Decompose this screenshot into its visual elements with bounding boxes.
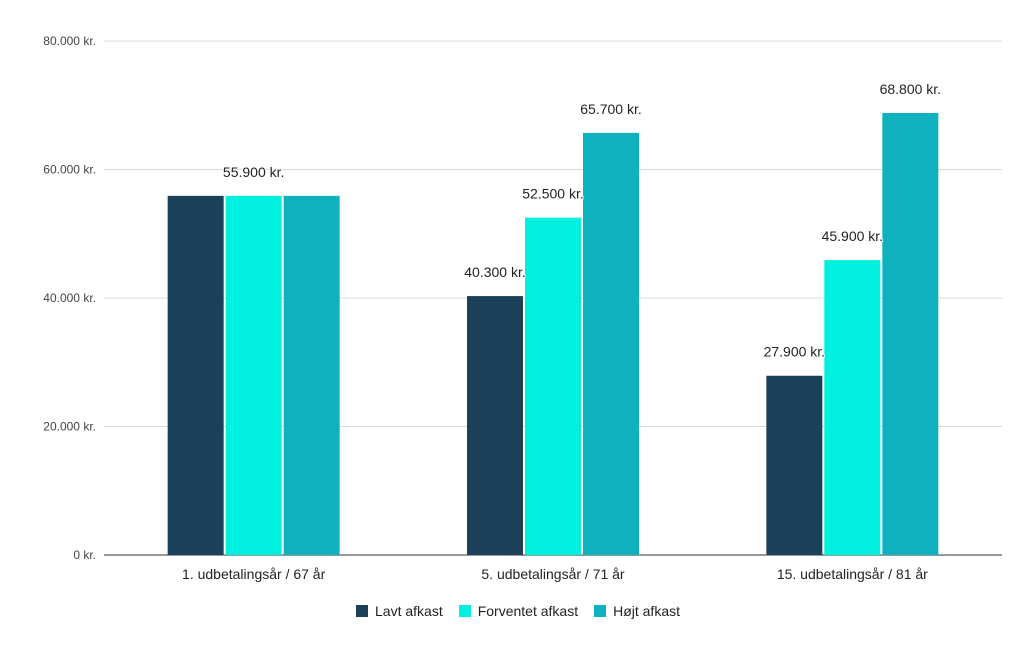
bar-forventet-afkast-3 [824, 260, 881, 555]
x-category-label: 15. udbetalingsår / 81 år [777, 566, 928, 582]
bar-lavt-afkast-1 [167, 195, 224, 555]
bar-lavt-afkast-2 [467, 296, 523, 555]
data-labels: 55.900 kr. 40.300 kr. 52.500 kr. 65.700 kr.… [222, 80, 942, 361]
data-label: 27.900 kr. [764, 344, 826, 360]
x-axis: 1. udbetalingsår / 67 år 5. udbetalingsår… [182, 566, 928, 582]
legend-label: Forventet afkast [477, 603, 579, 619]
data-label: 40.300 kr. [464, 264, 526, 280]
data-label: 55.900 kr. [223, 164, 285, 180]
bar-lavt-afkast-3 [766, 375, 823, 555]
bar-hjt-afkast-1 [283, 195, 340, 555]
bars [167, 112, 939, 556]
y-axis: 0 kr. 20.000 kr. 40.000 kr. 60.000 kr. 80.00… [43, 34, 96, 562]
legend-swatch [356, 605, 368, 617]
legend-swatch [458, 605, 471, 617]
legend-label: Højt afkast [613, 603, 680, 619]
y-tick-label: 60.000 kr. [43, 163, 96, 177]
bar-hjt-afkast-3 [882, 112, 939, 556]
bar-hjt-afkast-2 [583, 132, 639, 555]
data-label: 52.500 kr. [522, 186, 584, 202]
y-tick-label: 40.000 kr. [43, 291, 96, 305]
x-category-label: 1. udbetalingsår / 67 år [182, 566, 326, 582]
legend-item: Lavt afkast [356, 603, 443, 619]
y-tick-label: 80.000 kr. [43, 34, 96, 48]
data-label: 68.800 kr. [880, 81, 942, 97]
legend-item: Forventet afkast [458, 603, 579, 619]
y-tick-label: 20.000 kr. [43, 420, 96, 434]
y-tick-label: 0 kr. [73, 548, 96, 562]
x-category-label: 5. udbetalingsår / 71 år [481, 566, 625, 582]
legend-item: Højt afkast [594, 603, 680, 619]
data-label: 65.700 kr. [580, 101, 642, 117]
bar-chart: 0 kr. 20.000 kr. 40.000 kr. 60.000 kr. 80.00… [43, 34, 1002, 582]
bar-forventet-afkast-2 [525, 217, 581, 555]
legend-swatch [594, 605, 607, 617]
legend: Lavt afkast Forventet afkast Højt afkast [0, 603, 1036, 619]
data-label: 45.900 kr. [822, 228, 884, 244]
legend-label: Lavt afkast [375, 603, 443, 619]
bar-forventet-afkast-1 [225, 195, 282, 555]
